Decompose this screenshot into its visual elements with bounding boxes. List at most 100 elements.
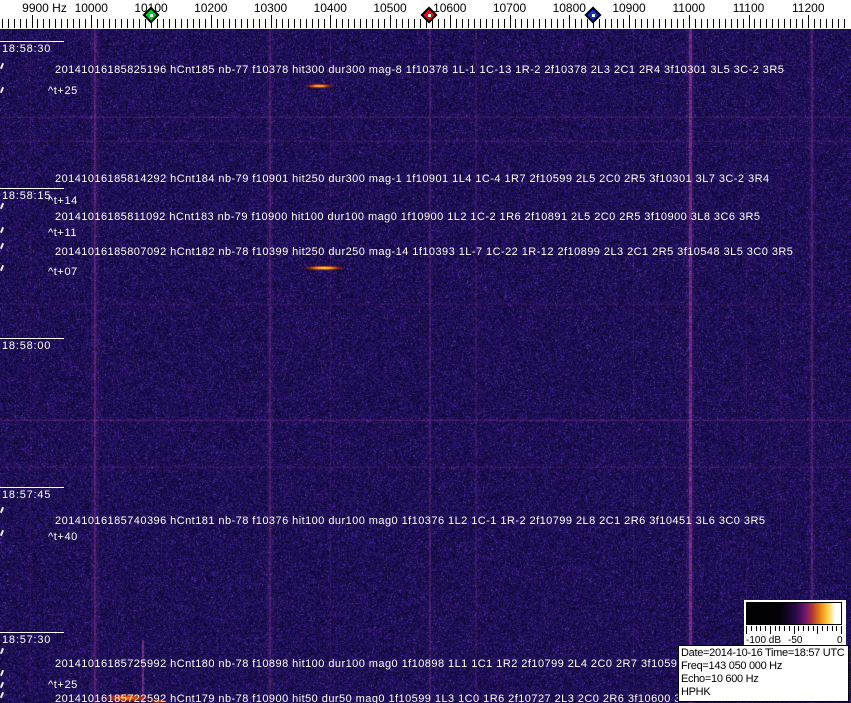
status-info-box: Date=2014-10-16 Time=18:57 UTC Freq=143 …	[678, 645, 849, 702]
legend-tick	[779, 626, 780, 631]
minor-tick	[456, 19, 457, 28]
freq-label: 10700	[493, 1, 526, 15]
legend-tick	[817, 626, 818, 634]
minor-tick	[575, 19, 576, 28]
detection-log-line: 20141016185807092 hCnt182 nb-78 f10399 h…	[55, 246, 793, 258]
minor-tick	[2, 19, 3, 28]
minor-tick	[294, 19, 295, 28]
minor-tick	[127, 19, 128, 28]
time-offset-marker: ^t+11	[48, 227, 77, 239]
major-tick	[808, 15, 809, 28]
minor-tick	[659, 19, 660, 28]
minor-tick	[462, 19, 463, 28]
diamond-center-dot	[428, 14, 431, 17]
time-offset-marker: ^t+25	[48, 85, 78, 97]
info-echo: Echo=10 600 Hz	[681, 673, 848, 686]
time-tick-line	[0, 632, 64, 633]
time-tick-line	[0, 41, 64, 42]
minor-tick	[802, 19, 803, 28]
minor-tick	[820, 19, 821, 28]
major-tick	[330, 15, 331, 28]
minor-tick	[324, 19, 325, 28]
minor-tick	[181, 19, 182, 28]
minor-tick	[396, 19, 397, 28]
minor-tick	[790, 19, 791, 28]
minor-tick	[581, 19, 582, 28]
minor-tick	[521, 19, 522, 28]
minor-tick	[253, 19, 254, 28]
minor-tick	[731, 19, 732, 28]
freq-label: 10300	[254, 1, 287, 15]
minor-tick	[653, 19, 654, 28]
diamond-center-dot	[150, 14, 153, 17]
minor-tick	[241, 19, 242, 28]
minor-tick	[73, 19, 74, 28]
minor-tick	[175, 19, 176, 28]
diamond-center-dot	[592, 14, 595, 17]
minor-tick	[306, 19, 307, 28]
major-tick	[32, 15, 33, 28]
freq-label: 11100	[733, 1, 765, 15]
minor-tick	[348, 19, 349, 28]
minor-tick	[103, 19, 104, 28]
detection-log-line: 20141016185811092 hCnt183 nb-79 f10900 h…	[55, 211, 760, 223]
major-tick	[450, 15, 451, 28]
legend-ruler	[746, 626, 842, 635]
minor-tick	[743, 19, 744, 28]
minor-tick	[766, 19, 767, 28]
major-tick	[390, 15, 391, 28]
minor-tick	[665, 19, 666, 28]
spectrogram-canvas[interactable]	[0, 29, 851, 703]
legend-tick	[784, 626, 785, 631]
legend-tick	[770, 626, 771, 634]
minor-tick	[551, 19, 552, 28]
minor-tick	[288, 19, 289, 28]
minor-tick	[605, 19, 606, 28]
time-label: 18:58:15	[2, 190, 51, 202]
detection-log-line: 20141016185722592 hCnt179 nb-78 f10900 h…	[55, 693, 748, 703]
minor-tick	[109, 19, 110, 28]
minor-tick	[366, 19, 367, 28]
minor-tick	[707, 19, 708, 28]
minor-tick	[235, 19, 236, 28]
major-tick	[211, 15, 212, 28]
minor-tick	[360, 19, 361, 28]
legend-tick	[822, 626, 823, 631]
minor-tick	[533, 19, 534, 28]
freq-label: 10200	[194, 1, 227, 15]
minor-tick	[378, 19, 379, 28]
minor-tick	[402, 19, 403, 28]
minor-tick	[85, 19, 86, 28]
legend-tick	[813, 626, 814, 631]
freq-marker-red-icon[interactable]	[422, 8, 436, 22]
info-callsign: HPHK	[681, 686, 848, 699]
minor-tick	[492, 19, 493, 28]
major-tick	[569, 15, 570, 28]
detection-log-line: 20141016185740396 hCnt181 nb-78 f10376 h…	[55, 515, 765, 527]
freq-marker-green-icon[interactable]	[144, 8, 158, 22]
freq-label: 10600	[433, 1, 466, 15]
minor-tick	[247, 19, 248, 28]
minor-tick	[647, 19, 648, 28]
minor-tick	[515, 19, 516, 28]
legend-tick	[756, 626, 757, 631]
minor-tick	[713, 19, 714, 28]
minor-tick	[384, 19, 385, 28]
detection-log-line: 20141016185825196 hCnt185 nb-77 f10378 h…	[55, 64, 784, 76]
minor-tick	[187, 19, 188, 28]
legend-tick	[836, 626, 837, 631]
minor-tick	[121, 19, 122, 28]
freq-marker-blue-icon[interactable]	[586, 8, 600, 22]
legend-tick	[803, 626, 804, 631]
minor-tick	[265, 19, 266, 28]
minor-tick	[832, 19, 833, 28]
minor-tick	[814, 19, 815, 28]
minor-tick	[37, 19, 38, 28]
minor-tick	[527, 19, 528, 28]
minor-tick	[772, 19, 773, 28]
minor-tick	[169, 19, 170, 28]
minor-tick	[282, 19, 283, 28]
major-tick	[271, 15, 272, 28]
minor-tick	[796, 19, 797, 28]
minor-tick	[408, 19, 409, 28]
